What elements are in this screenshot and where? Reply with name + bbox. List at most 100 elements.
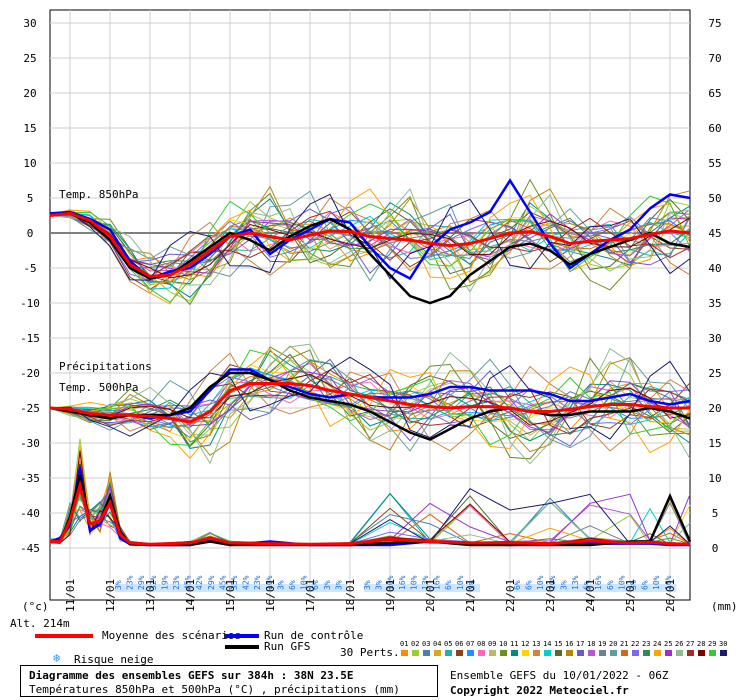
- x-date-label: 16/01: [264, 579, 277, 612]
- snow-risk-value: 10%: [386, 575, 395, 590]
- pert-number: 26: [675, 640, 684, 648]
- ensemble-run-label: Ensemble GEFS du 10/01/2022 - 06Z: [450, 669, 669, 682]
- left-tick-label: -35: [20, 472, 40, 485]
- x-date-label: 22/01: [504, 579, 517, 612]
- snow-risk-value: 16%: [664, 575, 673, 590]
- pert-line-500: [49, 376, 691, 428]
- pert-line-500: [49, 370, 691, 434]
- snow-risk-value: 6%: [583, 580, 592, 590]
- right-tick-label: 0: [712, 542, 719, 555]
- pert-color-swatch: [456, 650, 463, 656]
- snow-risk-value: 45%: [184, 575, 193, 590]
- left-tick-label: -40: [20, 507, 40, 520]
- pert-line-500: [49, 343, 691, 465]
- left-unit: (°c): [22, 600, 49, 613]
- right-tick-label: 5: [712, 507, 719, 520]
- snow-risk-value: 3%: [334, 580, 343, 590]
- pert-color-swatch: [709, 650, 716, 656]
- snow-risk-value: 6%: [444, 580, 453, 590]
- pert-line-500: [49, 356, 691, 452]
- altitude-label: Alt. 214m: [10, 617, 70, 630]
- pert-number: 25: [664, 640, 673, 648]
- snow-risk-value: 19%: [160, 575, 169, 590]
- snow-risk-value: 10%: [617, 575, 626, 590]
- pert-line-850: [49, 197, 691, 295]
- pert-number: 06: [455, 640, 464, 648]
- snow-risk-bands: 3% 23% 29% 32% 19% 23% 45% 42% 29% 45% 35% 42% 23% 10…: [114, 575, 677, 592]
- pert-color-swatch: [522, 650, 529, 656]
- left-tick-label: 15: [23, 122, 36, 135]
- left-tick-label: -45: [20, 542, 40, 555]
- right-tick-label: 25: [708, 367, 721, 380]
- pert-number: 11: [510, 640, 519, 648]
- series-line-temp850: [49, 211, 691, 278]
- temp500-label: Temp. 500hPa: [59, 381, 138, 394]
- snow-band-1: [115, 584, 347, 592]
- pert-number: 08: [477, 640, 486, 648]
- pert-color-swatch: [687, 650, 694, 656]
- right-tick-label: 65: [708, 87, 721, 100]
- pert-line-500: [49, 356, 691, 440]
- snow-risk-value: 45%: [218, 575, 227, 590]
- pert-line-850: [49, 210, 691, 277]
- pert-line-850: [49, 178, 691, 306]
- x-date-label: 13/01: [144, 579, 157, 612]
- pert-number: 24: [653, 640, 662, 648]
- left-tick-label: -10: [20, 297, 40, 310]
- pert-color-swatch: [665, 650, 672, 656]
- ensemble-chart: 3% 23% 29% 32% 19% 23% 45% 42% 29% 45% 35% 42% 23% 10…: [20, 9, 738, 613]
- snow-risk-value: 3%: [363, 580, 372, 590]
- snow-band-2: [364, 584, 480, 592]
- pert-number: 04: [433, 640, 442, 648]
- snowflake-icon: ❄: [53, 651, 61, 665]
- pert-number: 14: [543, 640, 552, 648]
- legend-mean-swatch: [35, 634, 93, 638]
- pert-number: 03: [422, 640, 431, 648]
- snow-risk-value: 10%: [652, 575, 661, 590]
- snow-risk-value: 3%: [323, 580, 332, 590]
- pert-color-swatch: [566, 650, 573, 656]
- temp850-label: Temp. 850hPa: [59, 188, 138, 201]
- snow-risk-value: 42%: [242, 575, 251, 590]
- x-date-label: 20/01: [424, 579, 437, 612]
- snow-risk-value: 10%: [456, 575, 465, 590]
- pert-color-swatch: [621, 650, 628, 656]
- left-tick-label: 5: [27, 192, 34, 205]
- pert-line-850: [49, 211, 691, 290]
- right-tick-label: 10: [708, 472, 721, 485]
- x-date-label: 25/01: [624, 579, 637, 612]
- pert-line-850: [49, 208, 691, 274]
- left-tick-label: -20: [20, 367, 40, 380]
- pert-number: 12: [521, 640, 530, 648]
- pert-number: 15: [554, 640, 563, 648]
- pert-number: 27: [686, 640, 695, 648]
- pert-line-500: [49, 360, 691, 436]
- pert-line-850: [49, 195, 691, 303]
- pert-number: 16: [565, 640, 574, 648]
- snow-risk-value: 6%: [311, 580, 320, 590]
- snow-band-3: [514, 584, 677, 592]
- snow-risk-value: 3%: [276, 580, 285, 590]
- pert-color-swatch: [588, 650, 595, 656]
- snow-risk-value: 35%: [230, 575, 239, 590]
- legend-snow-label: Risque neige: [74, 653, 154, 666]
- pert-number: 10: [499, 640, 508, 648]
- right-tick-label: 30: [708, 332, 721, 345]
- pert-color-swatch: [478, 650, 485, 656]
- x-date-label: 12/01: [104, 579, 117, 612]
- x-date-label: 21/01: [464, 579, 477, 612]
- pert-line-500: [49, 364, 691, 431]
- right-tick-label: 15: [708, 437, 721, 450]
- pert-color-swatch: [599, 650, 606, 656]
- series-line-temp500: [49, 382, 690, 424]
- pert-color-swatch: [632, 650, 639, 656]
- pert-color-swatch: [533, 650, 540, 656]
- snow-risk-value: 23%: [253, 575, 262, 590]
- x-date-label: 24/01: [584, 579, 597, 612]
- x-date-label: 14/01: [184, 579, 197, 612]
- pert-number: 17: [576, 640, 585, 648]
- pert-color-swatch: [445, 650, 452, 656]
- snow-risk-value: 23%: [172, 575, 181, 590]
- legend-control-swatch: [225, 634, 259, 638]
